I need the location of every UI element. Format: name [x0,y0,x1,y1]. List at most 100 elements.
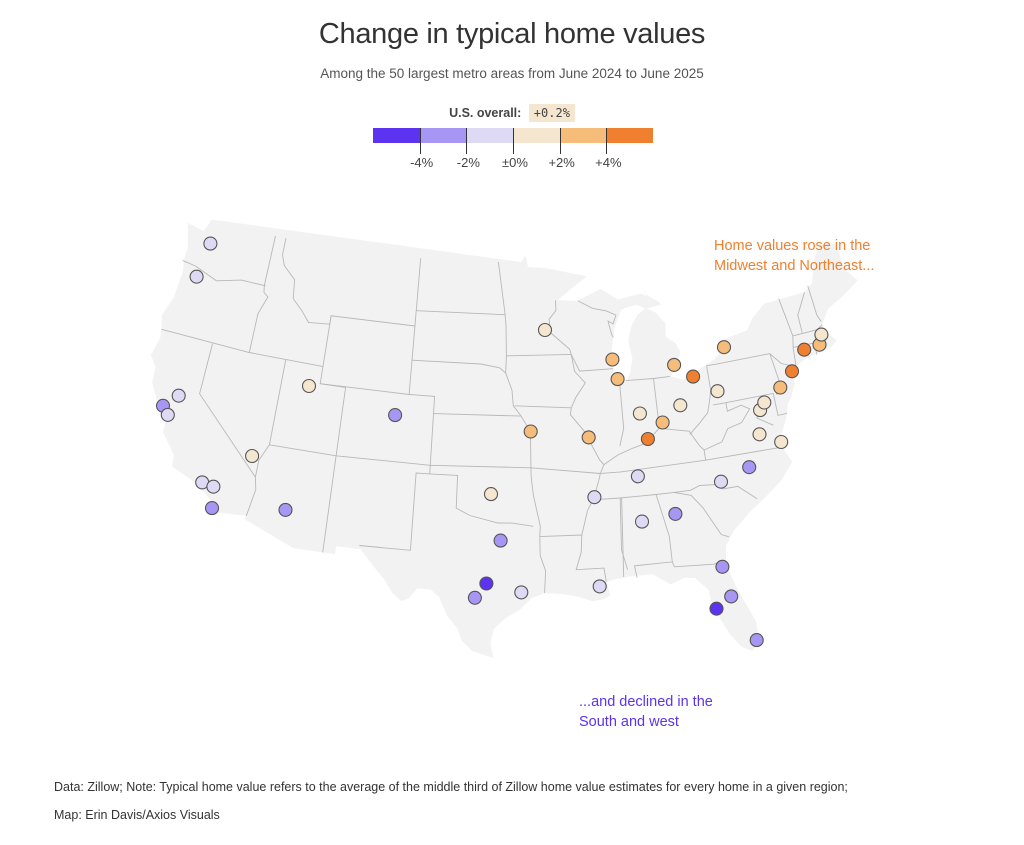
state-border [689,365,712,435]
state-border [161,328,324,368]
metro-dot-richmond[interactable]: Richmond [752,427,767,442]
annotation-declined-line-1: ...and declined in the [579,694,713,710]
state-border [182,259,266,287]
metro-dot-austin[interactable]: Austin [479,576,494,591]
legend-tick [606,128,608,154]
state-border [506,353,615,372]
metro-dot-kansas-city[interactable]: Kansas City [523,424,538,439]
chart-subtitle: Among the 50 largest metro areas from Ju… [320,66,704,81]
state-border [807,285,822,322]
metro-dot-louisville[interactable]: Louisville [640,431,655,447]
metro-dot-tampa[interactable]: Tampa [709,601,724,616]
metro-dot-cincinnati[interactable]: Cincinnati [655,415,670,430]
state-border [772,393,788,416]
state-border [416,310,505,316]
us-land-shape [151,219,858,658]
annotation-rose: Home values rose in the Midwest and Nort… [714,236,874,276]
legend-swatch-4 [559,128,607,143]
lake-shape [557,270,648,301]
legend-tick [513,128,514,154]
metro-dot-philadelphia[interactable]: Philadelphia [773,380,788,395]
legend-ticks [373,128,653,156]
metro-dot-pittsburgh[interactable]: Pittsburgh [710,384,725,399]
legend-tick [559,128,561,154]
state-border [619,381,625,447]
metro-dot-virginia-beach[interactable]: Virginia Beach [774,434,789,450]
metro-dots: SeattlePortlandSacramentoSan FranciscoSa… [155,236,829,648]
great-lakes [557,270,753,384]
metro-dot-las-vegas[interactable]: Las Vegas [245,448,260,464]
metro-dot-phoenix[interactable]: Phoenix [278,502,293,517]
metro-dot-oklahoma-city[interactable]: Oklahoma City [483,487,499,502]
annotation-rose-line-2: Midwest and Northeast... [714,258,875,274]
metro-dot-cleveland[interactable]: Cleveland [686,369,701,384]
metro-dot-milwaukee[interactable]: Milwaukee [605,352,620,367]
state-border [430,464,601,474]
metro-dot-san-jose[interactable]: San Jose [160,407,175,422]
lake-shape [711,318,753,343]
metro-dot-hartford[interactable]: Hartford [797,342,812,357]
metro-dot-minneapolis[interactable]: Minneapolis [537,322,553,338]
state-border [619,375,670,382]
legend-overall-value: +0.2% [528,104,575,122]
state-border [429,473,534,527]
metro-dot-dallas[interactable]: Dallas [493,533,508,548]
annotation-rose-line-1: Home values rose in the [714,238,871,254]
metro-dot-chicago[interactable]: Chicago [610,372,625,387]
metro-dot-orlando[interactable]: Orlando [724,589,739,604]
legend-swatch-5 [606,128,654,143]
state-border [703,402,751,451]
metro-dot-raleigh[interactable]: Raleigh [742,460,757,475]
metro-dot-indianapolis[interactable]: Indianapolis [632,406,647,421]
legend-swatch-2 [466,128,514,143]
state-border [248,235,276,353]
metro-dot-memphis[interactable]: Memphis [587,490,602,505]
state-border [497,261,547,594]
state-border [514,405,572,409]
legend-tick-label: -4% [410,155,434,170]
metro-dot-san-diego[interactable]: San Diego [204,501,220,516]
state-border [433,413,522,417]
metro-dot-denver[interactable]: Denver [388,408,403,423]
metro-dot-atlanta[interactable]: Atlanta [668,506,683,521]
metro-dot-nashville[interactable]: Nashville [630,469,645,484]
state-border [245,360,287,516]
metro-dot-boston[interactable]: Boston [814,327,829,342]
metro-dot-miami[interactable]: Miami [749,633,764,648]
state-border [539,534,582,538]
us-land [151,219,858,658]
legend-tick-labels: -4% -2% ±0% +2% +4% [373,155,653,173]
state-border [411,359,506,374]
metro-dot-san-antonio[interactable]: San Antonio [467,590,482,605]
metro-dot-new-orleans[interactable]: New Orleans [592,579,607,594]
legend-swatch-3 [513,128,560,143]
legend-tick-label: -2% [456,155,480,170]
legend-tick [419,128,421,154]
metro-dot-riverside[interactable]: Riverside [206,479,221,494]
metro-dot-baltimore[interactable]: Baltimore [757,395,772,410]
metro-dot-buffalo[interactable]: Buffalo [716,340,732,355]
state-border [797,292,805,333]
metro-dot-sacramento[interactable]: Sacramento [171,388,186,403]
metro-dot-seattle[interactable]: Seattle [203,236,218,251]
metro-dot-detroit[interactable]: Detroit [667,357,682,372]
metro-dot-jacksonville[interactable]: Jacksonville [715,559,730,574]
metro-dot-salt-lake-city[interactable]: Salt Lake City [301,378,317,394]
state-border [621,497,625,578]
state-border [320,383,347,553]
metro-dot-birmingham[interactable]: Birmingham [634,514,650,529]
state-border [603,427,707,465]
metro-dot-columbus[interactable]: Columbus [673,398,688,413]
metro-dot-portland[interactable]: Portland [189,269,204,284]
lake-shape [671,349,723,380]
metro-dot-houston[interactable]: Houston [514,585,529,600]
legend-overall-label: U.S. overall: [449,106,522,120]
state-border [597,446,784,475]
map-credit: Map: Erin Davis/Axios Visuals [54,808,220,822]
state-border [199,343,256,478]
metro-dot-charlotte[interactable]: Charlotte [713,474,729,489]
lake-shape [646,305,681,353]
metro-dot-new-york[interactable]: New York [784,364,800,379]
metro-dot-st-louis[interactable]: St. Louis [581,430,596,445]
legend-swatch-1 [419,128,467,143]
